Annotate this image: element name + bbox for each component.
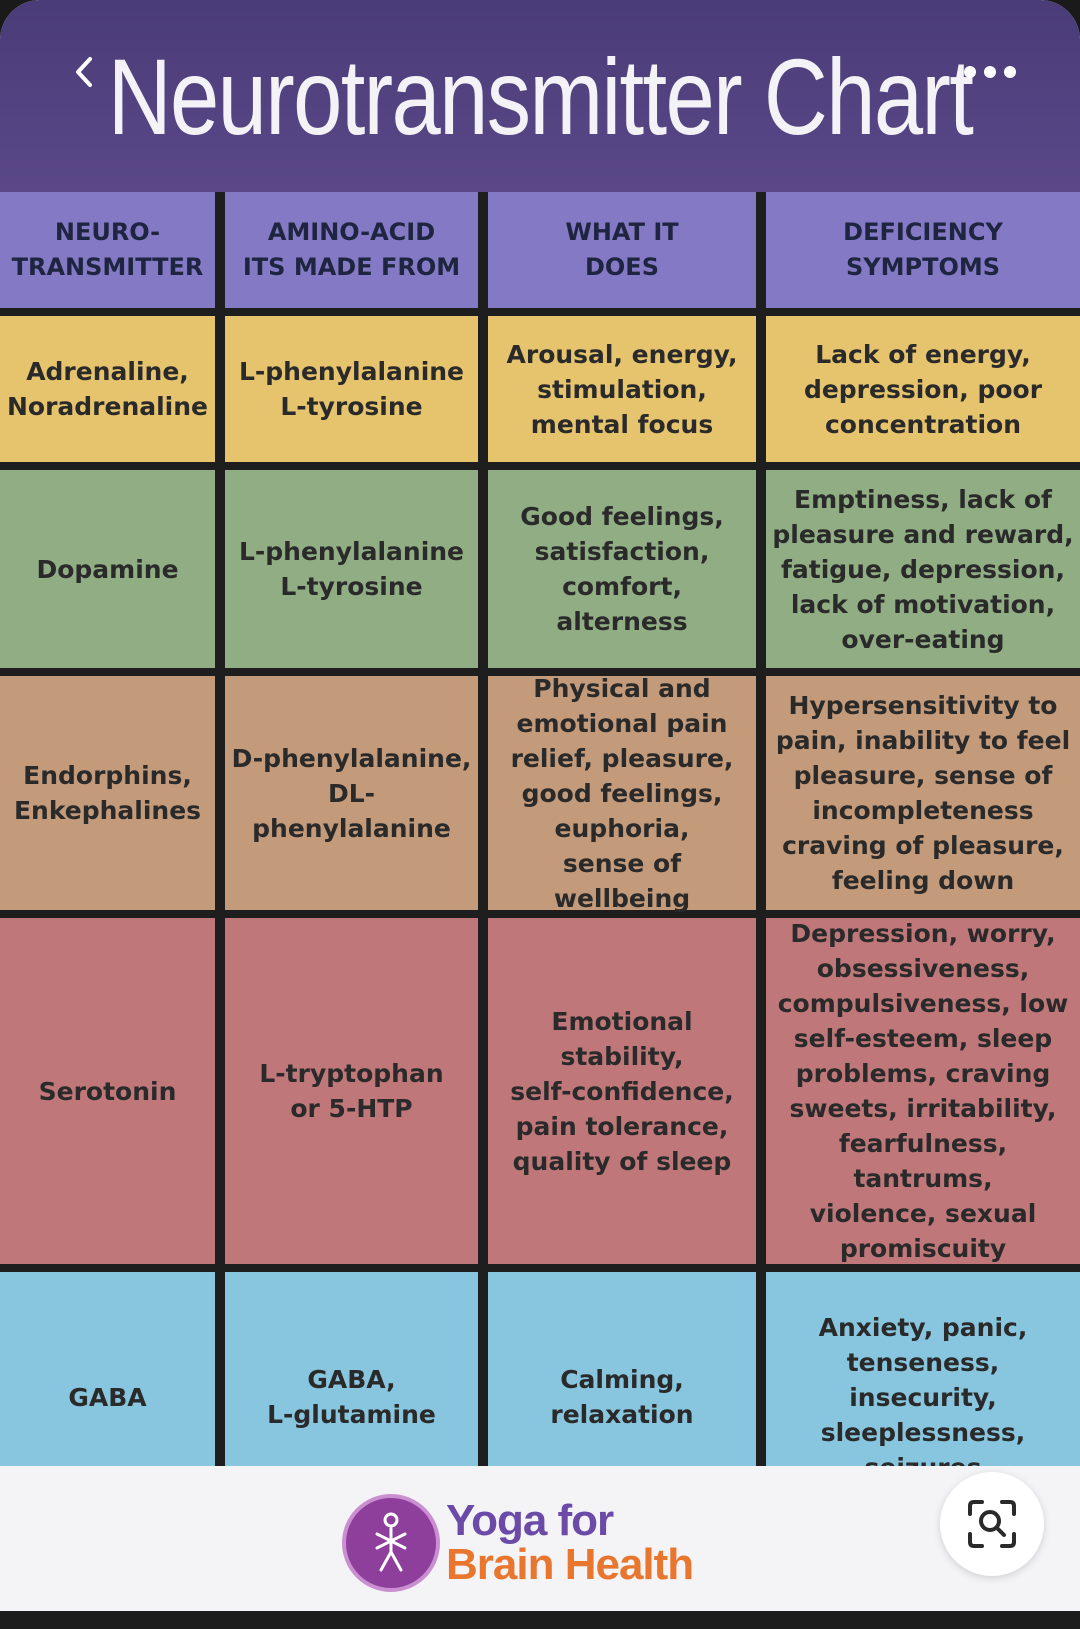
table-cell: Physical and emotional pain relief, plea… xyxy=(488,674,756,913)
more-dots-icon xyxy=(964,66,1016,78)
table-cell: Arousal, energy, stimulation, mental foc… xyxy=(488,316,756,462)
back-button[interactable] xyxy=(62,50,106,94)
table-cell: L-phenylalanine L-tyrosine xyxy=(225,470,478,668)
column-header-deficiency-symptoms: DEFICIENCY SYMPTOMS xyxy=(766,192,1080,308)
table-cell: Good feelings, satisfaction, comfort, al… xyxy=(488,470,756,668)
logo-text-brain-health: Brain Health xyxy=(446,1540,694,1589)
column-header-what-it-does: WHAT IT DOES xyxy=(488,192,756,308)
bottom-system-bar xyxy=(0,1611,1080,1629)
chart-footer: Yoga for Brain Health xyxy=(0,1466,1080,1611)
chevron-left-icon xyxy=(76,57,92,87)
table-cell: L-phenylalanine L-tyrosine xyxy=(225,316,478,462)
table-cell: Depression, worry, obsessiveness, compul… xyxy=(766,918,1080,1264)
table-cell: Hypersensitivity to pain, inability to f… xyxy=(766,676,1080,910)
column-header-amino-acid: AMINO-ACID ITS MADE FROM xyxy=(225,192,478,308)
more-options-button[interactable] xyxy=(958,52,1022,92)
table-cell: Serotonin xyxy=(0,918,215,1264)
table-cell: Emotional stability, self-confidence, pa… xyxy=(488,918,756,1264)
logo-text-yoga-for: Yoga for xyxy=(446,1496,614,1545)
table-cell: Adrenaline, Noradrenaline xyxy=(0,316,215,462)
yoga-figure-logo-icon xyxy=(342,1494,440,1592)
chart-header: Neurotransmitter Chart xyxy=(0,0,1080,192)
table-cell: Emptiness, lack of pleasure and reward, … xyxy=(766,470,1080,668)
neurotransmitter-table: NEURO- TRANSMITTER AMINO-ACID ITS MADE F… xyxy=(0,192,1080,1522)
visual-search-icon xyxy=(968,1500,1016,1548)
visual-search-button[interactable] xyxy=(940,1472,1044,1576)
page-title: Neurotransmitter Chart xyxy=(107,36,974,157)
column-header-neurotransmitter: NEURO- TRANSMITTER xyxy=(0,192,215,308)
table-cell: Endorphins, Enkephalines xyxy=(0,676,215,910)
table-cell: Dopamine xyxy=(0,470,215,668)
table-cell: Lack of energy, depression, poor concent… xyxy=(766,316,1080,462)
table-cell: D-phenylalanine, DL-phenylalanine xyxy=(225,676,478,910)
table-cell: L-tryptophan or 5-HTP xyxy=(225,918,478,1264)
